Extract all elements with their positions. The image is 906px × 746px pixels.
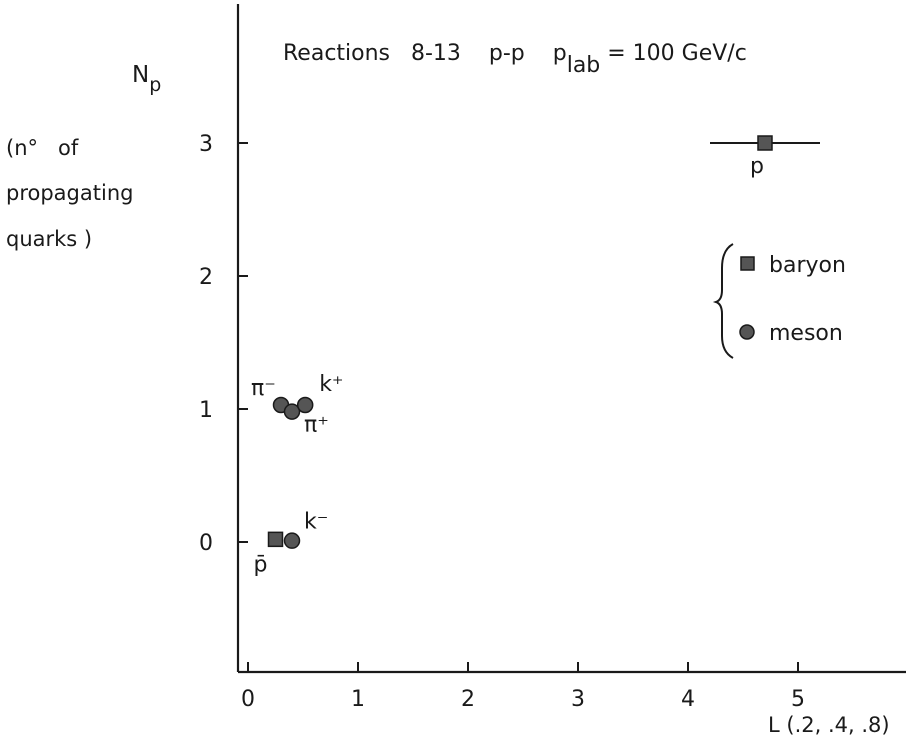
legend-meson-marker — [739, 324, 755, 340]
data-point-label: p — [750, 154, 764, 179]
legend-baryon-label: baryon — [769, 253, 846, 278]
x-tick-label: 0 — [241, 687, 255, 712]
data-point-square — [757, 135, 773, 151]
data-point-label: k⁻ — [304, 510, 328, 535]
data-point-circle — [283, 532, 301, 549]
data-point-label: π⁻ — [251, 376, 276, 401]
y-tick-label: 3 — [199, 132, 213, 157]
chart-title: Reactions 8-13 p-p plab = 100 GeV/c — [283, 41, 747, 78]
data-point-label: p̄ — [254, 552, 268, 577]
y-axis-label-line1: (n° of — [6, 136, 79, 160]
x-tick-label: 1 — [351, 687, 365, 712]
y-axis-symbol: Np — [132, 62, 161, 96]
axis-ticks: 0 1 2 3 4 5 0 1 2 3 — [199, 132, 805, 712]
x-tick-label: 3 — [571, 687, 585, 712]
x-axis-label: L (.2, .4, .8) — [768, 713, 890, 737]
x-tick-label: 5 — [791, 687, 805, 712]
y-tick-label: 2 — [199, 265, 213, 290]
legend-meson-label: meson — [769, 321, 843, 346]
data-point-square — [267, 531, 284, 548]
data-points: p π⁻ π⁺ k⁺ p̄ k⁻ — [251, 135, 820, 577]
plot-axes — [236, 4, 906, 674]
y-tick-label: 0 — [199, 531, 213, 556]
data-point-label: k⁺ — [319, 372, 343, 397]
x-tick-label: 4 — [681, 687, 695, 712]
legend-brace — [712, 243, 734, 359]
legend: baryon meson — [712, 243, 846, 359]
y-tick-label: 1 — [199, 398, 213, 423]
data-point-label: π⁺ — [304, 413, 329, 438]
x-tick-label: 2 — [461, 687, 475, 712]
legend-baryon-marker — [740, 256, 755, 271]
y-axis-label-line3: quarks ) — [6, 227, 92, 251]
data-point-circle — [283, 403, 301, 420]
data-point-circle — [296, 396, 314, 414]
y-axis-label-line2: propagating — [6, 181, 133, 205]
